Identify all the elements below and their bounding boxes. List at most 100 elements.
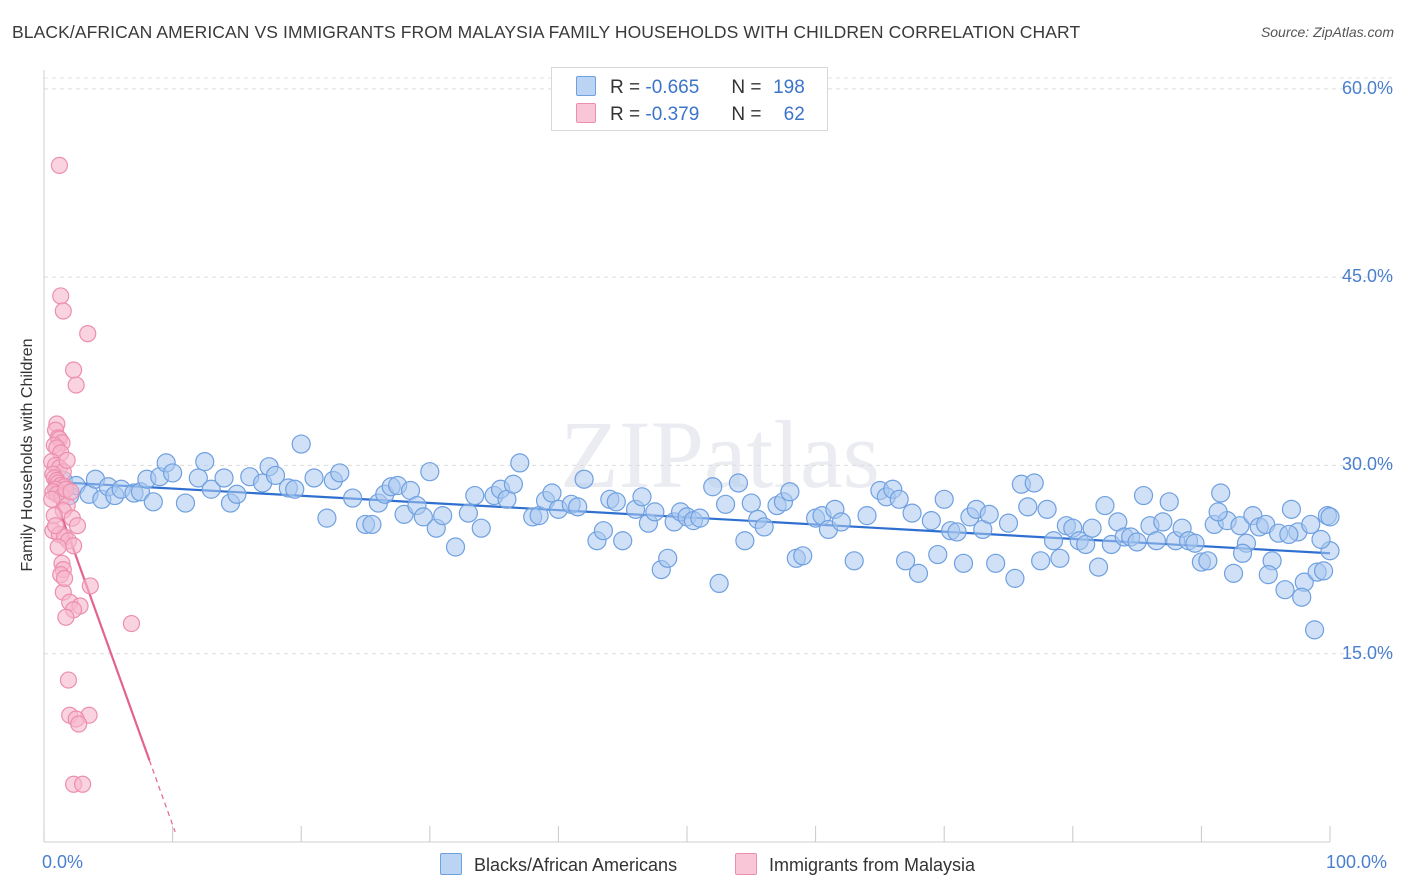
point-malaysia: [79, 325, 97, 343]
point-malaysia: [59, 671, 78, 689]
point-blacks: [458, 503, 478, 523]
point-blacks: [896, 551, 916, 571]
point-blacks: [1313, 561, 1334, 581]
point-malaysia: [46, 517, 65, 535]
point-blacks: [1301, 514, 1321, 535]
point-blacks: [465, 485, 485, 506]
point-blacks: [1292, 587, 1312, 607]
point-blacks: [844, 551, 864, 571]
point-blacks: [831, 512, 851, 532]
point-blacks: [979, 504, 999, 524]
gridlines: [44, 77, 1393, 655]
point-malaysia: [52, 287, 70, 305]
point-blacks: [703, 477, 723, 497]
point-blacks: [857, 506, 877, 526]
n-label: N =: [731, 104, 762, 125]
point-blacks: [201, 479, 221, 499]
legend-item-malaysia: Immigrants from Malaysia: [735, 853, 975, 876]
point-blacks: [632, 487, 652, 507]
point-malaysia: [67, 376, 85, 394]
point-blacks: [1037, 499, 1057, 519]
point-blacks: [709, 573, 729, 594]
point-blacks: [728, 473, 749, 493]
point-blacks: [1153, 512, 1173, 532]
point-blacks: [362, 514, 382, 535]
point-blacks: [285, 479, 305, 499]
blue-swatch-icon: [576, 76, 596, 96]
legend-label-malaysia: Immigrants from Malaysia: [769, 855, 976, 875]
blue-swatch-icon: [440, 853, 462, 875]
point-blacks: [606, 492, 626, 512]
point-blacks: [1043, 531, 1064, 551]
point-blacks: [1304, 620, 1325, 640]
point-malaysia: [81, 577, 99, 595]
point-blacks: [1076, 534, 1096, 555]
n-value-malaysia: 62: [783, 104, 805, 125]
point-blacks: [1018, 497, 1038, 517]
point-blacks: [510, 453, 530, 473]
trend-line-malaysia: [46, 477, 151, 761]
point-blacks: [503, 474, 523, 494]
point-blacks: [1185, 533, 1205, 553]
point-blacks: [1095, 495, 1115, 516]
legend-row-blacks: R = -0.665 N = 198: [576, 76, 805, 98]
point-blacks: [645, 502, 665, 522]
point-blacks: [1311, 529, 1331, 550]
point-blacks: [433, 506, 453, 526]
point-blacks: [986, 553, 1006, 573]
point-blacks: [1133, 485, 1154, 506]
point-blacks: [1198, 551, 1218, 571]
point-blacks: [1082, 518, 1102, 538]
point-blacks: [445, 537, 466, 557]
pink-swatch-icon: [735, 853, 757, 875]
point-blacks: [754, 517, 774, 537]
point-blacks: [195, 452, 215, 472]
x-tick-label-min: 0.0%: [42, 852, 84, 872]
point-malaysia: [49, 538, 67, 556]
point-blacks: [471, 518, 491, 538]
source-label: Source: ZipAtlas.com: [1260, 24, 1394, 40]
point-blacks: [1281, 499, 1302, 519]
point-malaysia: [62, 483, 80, 501]
point-blacks: [420, 462, 440, 482]
point-malaysia: [68, 517, 87, 535]
r-label: R =: [610, 104, 641, 125]
point-blacks: [163, 463, 183, 483]
n-label: N =: [731, 77, 762, 98]
point-blacks: [175, 493, 196, 513]
point-blacks: [330, 463, 350, 483]
point-blacks: [574, 469, 594, 489]
legend-label-blacks: Blacks/African Americans: [474, 855, 678, 875]
point-blacks: [1208, 502, 1228, 522]
point-blacks: [780, 482, 800, 502]
data-points: [43, 156, 1340, 793]
axes: [43, 70, 1331, 843]
point-malaysia: [50, 156, 69, 175]
point-blacks: [188, 468, 208, 488]
point-blacks: [1005, 568, 1025, 588]
pink-swatch-icon: [576, 103, 596, 123]
point-blacks: [593, 521, 614, 541]
point-blacks: [928, 544, 948, 565]
point-blacks: [1127, 532, 1147, 552]
point-blacks: [715, 494, 736, 514]
y-tick-label: 15.0%: [1341, 642, 1393, 663]
point-blacks: [1050, 548, 1070, 568]
point-blacks: [265, 465, 286, 486]
point-blacks: [953, 553, 974, 573]
point-blacks: [1088, 557, 1109, 577]
point-blacks: [1230, 516, 1250, 536]
point-blacks: [1159, 492, 1179, 512]
point-blacks: [741, 493, 761, 513]
point-blacks: [1024, 473, 1044, 493]
point-blacks: [998, 513, 1019, 533]
point-blacks: [908, 563, 929, 583]
point-blacks: [1258, 565, 1278, 585]
y-tick-label: 45.0%: [1341, 266, 1393, 287]
y-tick-label: 60.0%: [1341, 77, 1393, 98]
y-tick-label: 30.0%: [1341, 454, 1393, 475]
point-malaysia: [55, 569, 74, 587]
point-blacks: [1031, 551, 1051, 571]
point-malaysia: [57, 608, 75, 626]
point-blacks: [889, 489, 909, 509]
